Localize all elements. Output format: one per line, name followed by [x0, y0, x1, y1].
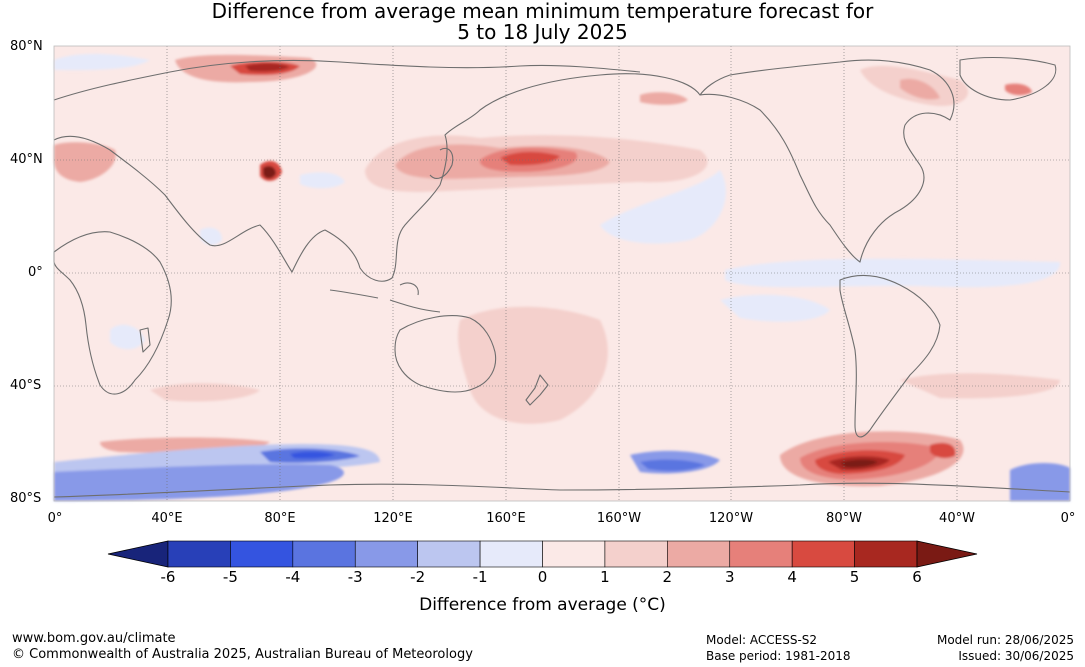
- lat-label-40s: 40°S: [10, 378, 42, 393]
- colorbar-bin: [854, 540, 918, 568]
- colorbar-bin: [230, 540, 294, 568]
- colorbar-bin: [604, 540, 668, 568]
- colorbar-bin: [479, 540, 543, 568]
- colorbar-tick-label: 4: [787, 568, 797, 586]
- colorbar-tick-label: 2: [662, 568, 673, 586]
- lon-label-120e: 120°E: [373, 511, 413, 526]
- lon-label-120w: 120°W: [708, 511, 754, 526]
- lon-label-160e: 160°E: [486, 511, 526, 526]
- chart-title-line1: Difference from average mean minimum tem…: [211, 0, 874, 23]
- footer-model: Model: ACCESS-S2: [706, 633, 818, 647]
- footer-copyright: © Commonwealth of Australia 2025, Austra…: [12, 647, 473, 662]
- colorbar-tick-label: 3: [724, 568, 735, 586]
- footer-model-run: Model run: 28/06/2025: [936, 633, 1074, 647]
- colorbar-bin: [167, 540, 231, 568]
- colorbar: [107, 540, 978, 568]
- colorbar-tick-label: -1: [472, 568, 488, 586]
- lat-label-40n: 40°N: [10, 152, 43, 167]
- colorbar-tick-label: 1: [600, 568, 610, 586]
- colorbar-tick-label: -3: [347, 568, 363, 586]
- colorbar-tick-label: -5: [222, 568, 238, 586]
- colorbar-tick-label: -2: [410, 568, 426, 586]
- coastlines: [53, 57, 1071, 498]
- lat-label-80s: 80°S: [10, 491, 42, 506]
- colorbar-tick-label: -6: [160, 568, 176, 586]
- colorbar-bin: [542, 540, 606, 568]
- anomaly-fields: [54, 53, 1070, 501]
- colorbar-bin: [354, 540, 418, 568]
- colorbar-label: Difference from average (°C): [419, 595, 666, 615]
- colorbar-tick-label: 5: [849, 568, 860, 586]
- colorbar-bin: [791, 540, 855, 568]
- colorbar-bin: [667, 540, 731, 568]
- colorbar-bin: [292, 540, 356, 568]
- lat-label-0: 0°: [28, 265, 43, 280]
- chart-title-line2: 5 to 18 July 2025: [457, 20, 628, 44]
- colorbar-extend-low: [107, 540, 169, 568]
- colorbar-tick-label: 6: [912, 568, 922, 586]
- lon-label-160w: 160°W: [596, 511, 642, 526]
- colorbar-extend-high: [916, 540, 978, 568]
- footer-url: www.bom.gov.au/climate: [12, 631, 176, 646]
- lon-label-40w: 40°W: [939, 511, 975, 526]
- lon-label-0-left: 0°: [47, 511, 63, 526]
- footer-base-period: Base period: 1981-2018: [706, 649, 851, 663]
- colorbar-tick-label: -4: [285, 568, 301, 586]
- graticule: [54, 46, 1070, 501]
- lon-label-80e: 80°E: [264, 511, 296, 526]
- lon-label-0-right: 0°: [1060, 511, 1076, 526]
- lat-label-80n: 80°N: [10, 39, 43, 54]
- footer-issued: Issued: 30/06/2025: [958, 649, 1074, 663]
- lon-label-40e: 40°E: [151, 511, 183, 526]
- colorbar-bin: [729, 540, 793, 568]
- lon-label-80w: 80°W: [826, 511, 862, 526]
- colorbar-tick-label: 0: [537, 568, 548, 586]
- colorbar-bin: [417, 540, 481, 568]
